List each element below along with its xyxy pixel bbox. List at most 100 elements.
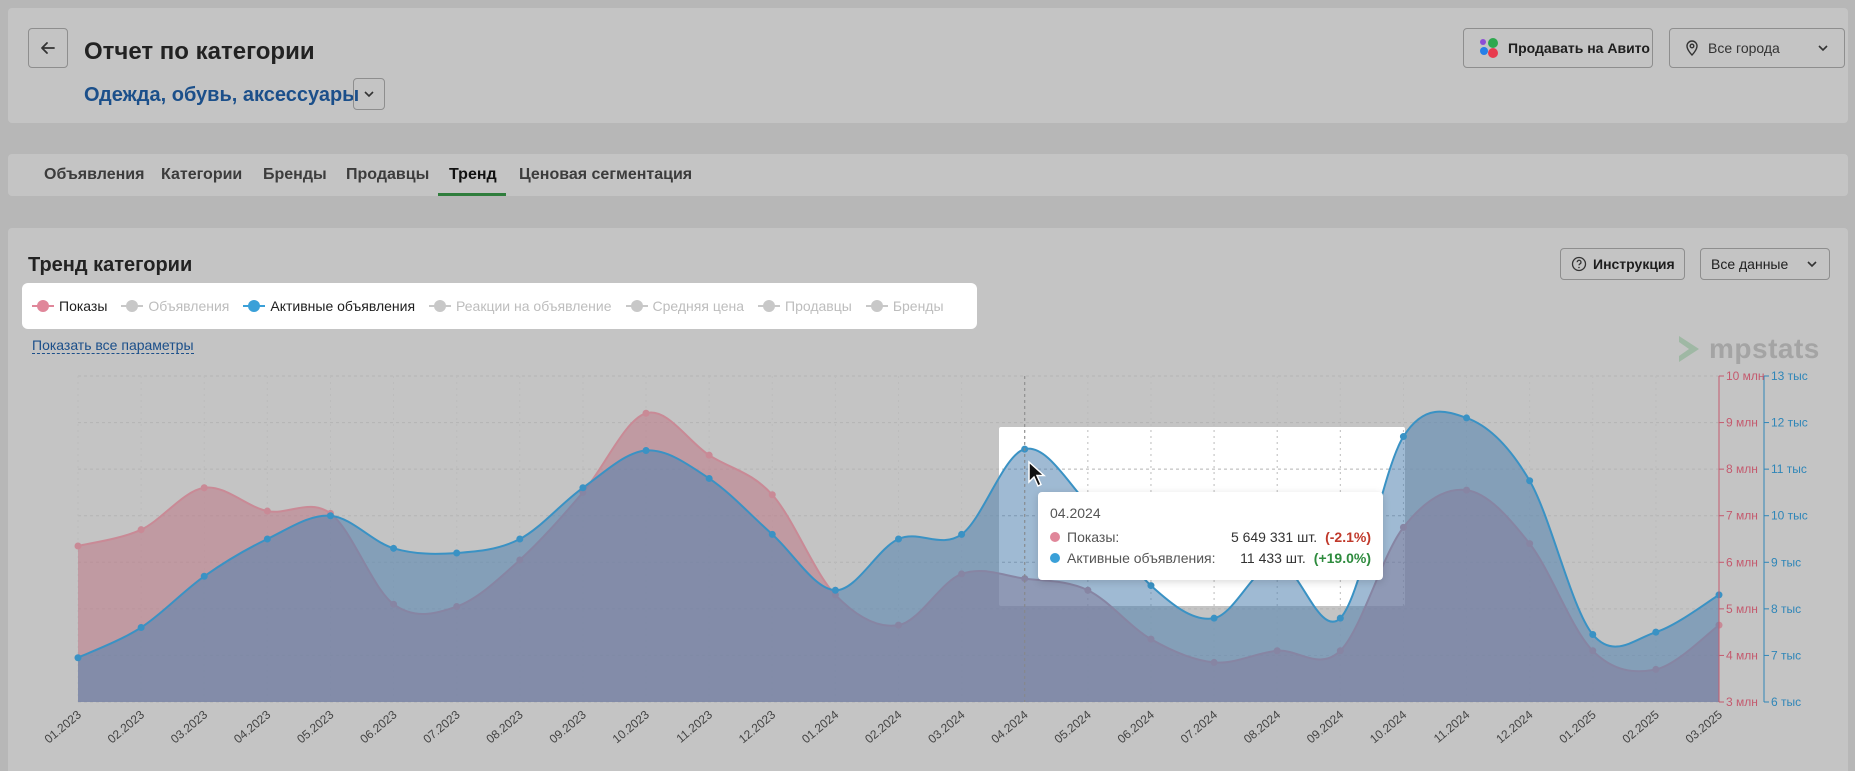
y-tick-label-right: 7 тыс: [1771, 648, 1801, 662]
x-tick-label: 11.2024: [1431, 707, 1473, 745]
point-impressions: [768, 491, 776, 499]
point-active-ads: [579, 484, 587, 492]
point-active-ads: [453, 549, 461, 557]
point-active-ads: [1589, 630, 1597, 638]
point-active-ads: [1210, 614, 1218, 622]
legend-item-average-price[interactable]: Средняя цена: [625, 298, 745, 314]
x-tick-label: 02.2023: [105, 707, 147, 746]
legend-item-sellers[interactable]: Продавцы: [758, 298, 852, 314]
point-active-ads: [642, 447, 650, 455]
sell-on-avito-button[interactable]: Продавать на Авито: [1463, 28, 1653, 68]
point-active-ads: [1147, 582, 1155, 590]
legend-label: Объявления: [148, 298, 230, 314]
tooltip-row-impressions: Показы: 5 649 331 шт. (-2.1%): [1050, 526, 1371, 547]
point-active-ads: [326, 512, 334, 520]
legend-item-ads[interactable]: Объявления: [121, 298, 229, 314]
point-active-ads: [390, 544, 398, 552]
header-card: Отчет по категории Одежда, обувь, аксесс…: [8, 8, 1848, 123]
point-active-ads: [1463, 414, 1471, 422]
tooltip-dot: [1050, 552, 1060, 563]
back-button[interactable]: [28, 28, 68, 68]
x-tick-label: 02.2025: [1620, 707, 1662, 746]
category-dropdown-button[interactable]: [353, 78, 385, 110]
section-title: Тренд категории: [28, 254, 193, 276]
chevron-down-icon: [1818, 45, 1828, 52]
y-tick-label-right: 10 тыс: [1771, 509, 1808, 523]
arrow-left-icon: [41, 42, 55, 54]
x-tick-label: 12.2023: [736, 707, 778, 746]
x-tick-label: 10.2024: [1367, 707, 1409, 746]
x-tick-label: 07.2023: [420, 707, 462, 746]
instruction-button[interactable]: Инструкция: [1560, 248, 1685, 280]
tab-ads[interactable]: Объявления: [44, 166, 145, 183]
y-tick-label-right: 6 тыс: [1771, 695, 1801, 709]
tooltip-name: Показы:: [1067, 528, 1120, 545]
tooltip-change: (+19.0%): [1313, 549, 1371, 566]
x-tick-label: 06.2023: [357, 707, 399, 746]
x-tick-label: 10.2023: [610, 707, 652, 746]
y-tick-label-right: 8 тыс: [1771, 602, 1801, 616]
y-tick-label-left: 5 млн: [1726, 602, 1758, 616]
area-active-ads: [78, 411, 1719, 702]
x-tick-label: 04.2024: [988, 707, 1030, 746]
tooltip-value: 5 649 331 шт.: [1230, 528, 1318, 545]
chevron-down-icon: [1807, 261, 1817, 268]
page-title: Отчет по категории: [84, 38, 315, 65]
tab-price-segmentation[interactable]: Ценовая сегментация: [519, 166, 693, 183]
watermark-text: mpstats: [1709, 333, 1820, 364]
tab-brands[interactable]: Бренды: [263, 166, 327, 183]
x-tick-label: 07.2024: [1178, 707, 1220, 746]
sell-button-label: Продавать на Авито: [1508, 40, 1650, 56]
legend-label: Показы: [59, 298, 108, 314]
legend-item-impressions[interactable]: Показы: [32, 298, 107, 314]
data-select[interactable]: Все данные: [1700, 248, 1830, 280]
show-all-parameters-link[interactable]: Показать все параметры: [32, 337, 194, 354]
city-select[interactable]: Все города: [1669, 28, 1845, 68]
tooltip-name: Активные объявления:: [1067, 549, 1216, 566]
point-active-ads: [768, 530, 776, 538]
legend-marker: [758, 300, 780, 312]
point-active-ads: [137, 623, 145, 631]
legend-marker: [865, 300, 888, 312]
tooltip-row-active-ads: Активные объявления: 11 433 шт. (+19.0%): [1050, 547, 1371, 568]
legend-marker: [121, 300, 144, 312]
x-tick-label: 06.2024: [1115, 707, 1157, 746]
tab-trend[interactable]: Тренд: [449, 166, 497, 183]
legend-marker: [243, 300, 266, 312]
avito-logo-icon: [1480, 38, 1498, 58]
x-tick-label: 08.2024: [1241, 707, 1283, 746]
legend-marker: [429, 300, 452, 312]
point-active-ads: [74, 654, 82, 662]
location-pin-icon: [1686, 40, 1698, 56]
tab-sellers[interactable]: Продавцы: [346, 166, 430, 183]
x-tick-label: 05.2023: [294, 707, 336, 746]
y-tick-label-left: 3 млн: [1726, 695, 1758, 709]
tab-categories[interactable]: Категории: [161, 166, 243, 183]
point-active-ads: [263, 535, 271, 543]
y-tick-label-left: 8 млн: [1726, 462, 1758, 476]
legend-item-brands[interactable]: Бренды: [865, 298, 944, 314]
legend-label: Бренды: [892, 298, 944, 314]
tooltip-value: 11 433 шт.: [1240, 549, 1306, 566]
x-tick-label: 04.2023: [231, 707, 273, 746]
point-impressions: [705, 451, 713, 459]
x-tick-label: 03.2023: [168, 707, 210, 746]
y-tick-label-left: 9 млн: [1726, 416, 1758, 430]
point-active-ads: [1336, 614, 1344, 622]
legend-label: Средняя цена: [652, 298, 745, 314]
x-tick-label: 08.2023: [483, 707, 525, 746]
chevron-down-icon: [364, 91, 374, 98]
x-tick-label: 05.2024: [1052, 707, 1094, 746]
legend-item-reactions[interactable]: Реакции на объявление: [429, 298, 612, 314]
legend-item-active-ads[interactable]: Активные объявления: [243, 298, 415, 314]
point-active-ads: [1526, 477, 1534, 485]
legend-label: Активные объявления: [270, 298, 416, 314]
instruction-label: Инструкция: [1593, 256, 1675, 272]
question-icon: [1571, 256, 1587, 272]
category-link[interactable]: Одежда, обувь, аксессуары: [84, 84, 360, 106]
data-select-label: Все данные: [1711, 256, 1789, 272]
point-impressions: [263, 507, 271, 515]
y-tick-label-right: 13 тыс: [1771, 369, 1808, 383]
x-tick-label: 09.2024: [1304, 707, 1346, 746]
